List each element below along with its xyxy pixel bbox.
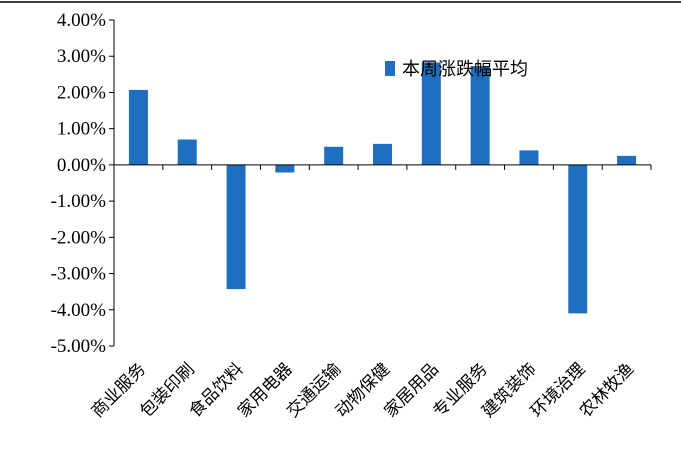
bars bbox=[128, 62, 637, 314]
legend: 本周涨跌幅平均 bbox=[385, 59, 528, 80]
y-tick-label: 4.00% bbox=[57, 10, 106, 31]
x-category-label: 农林牧渔 bbox=[576, 359, 638, 421]
y-tick-label: 3.00% bbox=[57, 46, 106, 67]
y-tick-label: -1.00% bbox=[51, 191, 107, 212]
legend-swatch bbox=[385, 61, 395, 76]
bar bbox=[568, 164, 588, 314]
legend-label: 本周涨跌幅平均 bbox=[402, 59, 528, 80]
bar bbox=[324, 146, 344, 165]
bar bbox=[275, 164, 295, 173]
bar bbox=[421, 62, 441, 165]
bar bbox=[617, 155, 637, 165]
bar bbox=[470, 66, 490, 165]
bar bbox=[373, 143, 392, 165]
bar bbox=[226, 164, 246, 290]
y-tick-label: -4.00% bbox=[51, 300, 107, 321]
y-tick-label: -3.00% bbox=[51, 264, 107, 285]
x-axis: 商业服务包装印刷食品饮料家用电器交通运输动物保健家居用品专业服务建筑装饰环境治理… bbox=[88, 164, 652, 422]
bar bbox=[519, 150, 539, 165]
y-tick-label: -5.00% bbox=[51, 336, 107, 357]
y-tick-label: -2.00% bbox=[51, 227, 107, 248]
y-tick-label: 0.00% bbox=[57, 155, 106, 176]
y-tick-label: 2.00% bbox=[57, 82, 106, 103]
bar bbox=[177, 139, 197, 165]
y-tick-label: 1.00% bbox=[57, 119, 106, 140]
y-axis: 4.00% 3.00% 2.00% 1.00% 0.00% -1.00% -2.00% -3.… bbox=[51, 10, 115, 357]
bar bbox=[128, 89, 148, 165]
